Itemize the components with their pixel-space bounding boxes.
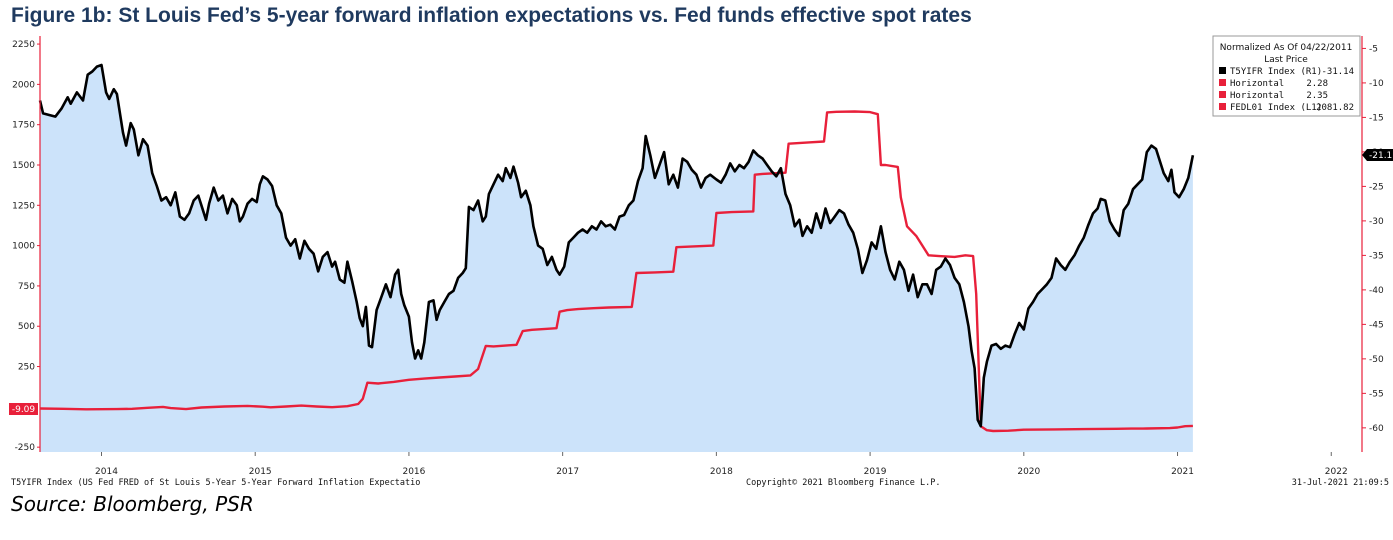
x-axis-tick-label: 2018 — [710, 467, 733, 477]
x-axis-tick-label: 2014 — [95, 467, 118, 477]
right-value-tag-box — [1362, 149, 1393, 161]
legend-swatch-horizontal-1 — [1219, 79, 1226, 86]
left-value-tag-box — [9, 403, 38, 415]
legend-swatch-fedl01 — [1219, 103, 1226, 110]
left-axis-tick-label: 2250 — [12, 40, 35, 50]
left-value-tag-text: -9.09 — [12, 405, 36, 415]
right-value-tag: -21.1 — [1362, 149, 1393, 161]
legend-header: Normalized As Of 04/22/2011 — [1220, 43, 1353, 53]
legend-swatch-t5yifr — [1219, 67, 1226, 74]
right-axis-tick-label: -60 — [1369, 424, 1384, 434]
right-axis-tick-label: -55 — [1369, 389, 1384, 399]
legend-label-horizontal-1: Horizontal — [1230, 79, 1284, 89]
x-axis-tick-label: 2020 — [1017, 467, 1040, 477]
right-axis: -5-10-15-20-25-30-35-40-45-50-55-60 — [1361, 36, 1384, 452]
left-axis-tick-label: 2000 — [12, 80, 35, 90]
right-axis-tick-label: -25 — [1369, 182, 1384, 192]
legend-value-t5yifr: -31.14 — [1321, 67, 1354, 77]
x-axis-tick-label: 2021 — [1171, 467, 1194, 477]
left-axis-tick-label: 1500 — [12, 161, 35, 171]
legend-label-horizontal-2: Horizontal — [1230, 91, 1284, 101]
chart-title: Figure 1b: St Louis Fed’s 5-year forward… — [11, 4, 972, 27]
right-axis-tick-label: -45 — [1369, 320, 1384, 330]
left-axis-tick-label: 1750 — [12, 121, 35, 131]
left-axis-tick-label: -250 — [15, 443, 36, 453]
x-axis-tick-label: 2016 — [402, 467, 425, 477]
right-axis-tick-label: -35 — [1369, 251, 1384, 261]
right-axis-tick-label: -30 — [1369, 217, 1384, 227]
right-axis-tick-label: -10 — [1369, 79, 1384, 89]
legend-box — [1212, 35, 1361, 117]
legend-label-t5yifr: T5YIFR Index (R1) — [1230, 67, 1322, 77]
footer-copyright: Copyright© 2021 Bloomberg Finance L.P. — [746, 478, 941, 488]
left-axis-tick-label: 750 — [18, 282, 35, 292]
legend-swatch-horizontal-2 — [1219, 91, 1226, 98]
series-line-t5yifr-index — [38, 63, 1195, 428]
legend: Normalized As Of 04/22/2011 Last Price T… — [1212, 35, 1361, 117]
x-axis-tick-label: 2015 — [249, 467, 272, 477]
left-axis-tick-label: 1250 — [12, 201, 35, 211]
series-area-t5yifr-index — [40, 65, 1193, 452]
chart-canvas: -250 250 500 750 1000 1250 1500 1750 2000 2250 -5… — [9, 35, 1393, 477]
footer-timestamp: 31-Jul-2021 21:09:5 — [1291, 478, 1389, 488]
source-note: Source: Bloomberg, PSR — [11, 492, 254, 516]
right-axis-tick-label: -50 — [1369, 355, 1384, 365]
series-line-fedl01-index — [39, 110, 1193, 433]
left-value-tag: -9.09 — [9, 403, 38, 415]
right-axis-tick-label: -40 — [1369, 286, 1384, 296]
right-value-tag-text: -21.1 — [1369, 151, 1392, 161]
legend-label-fedl01: FEDL01 Index (L1) — [1230, 103, 1322, 113]
left-axis-tick-label: 250 — [18, 363, 35, 373]
left-axis-tick-label: 1000 — [12, 242, 35, 252]
right-axis-tick-label: -5 — [1369, 44, 1378, 54]
x-axis: 2014 2015 2016 2017 2018 2019 2020 2021 2022 — [95, 452, 1348, 477]
x-axis-tick-label: 2017 — [556, 467, 579, 477]
footer-series-description: T5YIFR Index (US Fed FRED of St Louis 5-… — [11, 478, 421, 488]
left-axis-tick-label: 500 — [18, 322, 35, 332]
x-axis-tick-label: 2022 — [1325, 467, 1348, 477]
right-axis-tick-label: -15 — [1369, 113, 1384, 123]
legend-value-horizontal-2: 2.35 — [1306, 91, 1328, 101]
plot-area — [38, 63, 1195, 452]
legend-value-fedl01: 2081.82 — [1316, 103, 1354, 113]
legend-value-horizontal-1: 2.28 — [1306, 79, 1328, 89]
x-axis-tick-label: 2019 — [864, 467, 887, 477]
left-axis: -250 250 500 750 1000 1250 1500 1750 2000 2250 — [12, 36, 41, 453]
legend-subheader: Last Price — [1264, 55, 1308, 65]
